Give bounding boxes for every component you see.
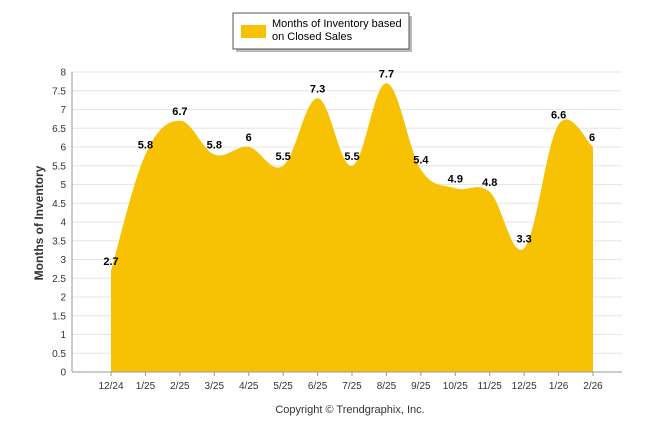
x-tick-label: 1/25 [136, 381, 156, 392]
y-tick-label: 4 [60, 218, 66, 229]
y-tick-label: 7.5 [52, 86, 66, 97]
x-tick-label: 3/25 [205, 381, 225, 392]
x-tick-label: 10/25 [443, 381, 468, 392]
x-tick-labels: 12/24 1/25 2/25 3/25 4/25 5/25 6/25 7/25 8/25 9/2… [98, 381, 603, 392]
copyright-footer: Copyright © Trendgraphix, Inc. [275, 404, 424, 416]
data-label: 5.5 [276, 151, 291, 163]
y-tick-label: 3 [60, 255, 66, 266]
y-axis-title: Months of Inventory [32, 165, 46, 280]
y-tick-label: 7 [60, 105, 66, 116]
legend-label-line2: on Closed Sales [272, 31, 353, 43]
x-tick-label: 2/26 [583, 381, 603, 392]
data-label: 7.3 [310, 83, 325, 95]
data-label: 5.8 [138, 140, 153, 152]
data-label: 6 [246, 132, 252, 144]
data-label: 5.8 [207, 140, 222, 152]
data-label: 4.8 [482, 177, 497, 189]
y-tick-label: 3.5 [52, 236, 66, 247]
y-tick-label: 1 [60, 330, 66, 341]
axes [71, 72, 622, 376]
y-tick-label: 5 [60, 180, 66, 191]
legend-swatch [241, 25, 266, 38]
y-tick-label: 2 [60, 293, 66, 304]
data-labels: 2.7 5.8 6.7 5.8 6 5.5 7.3 5.5 7.7 5.4 4.9 4.8 3.3 6.6… [103, 68, 595, 268]
data-label: 6 [589, 132, 595, 144]
area-fill [111, 83, 594, 372]
x-tick-label: 2/25 [170, 381, 190, 392]
y-tick-labels: 0 0.5 1 1.5 2 2.5 3 3.5 4 4.5 5 5.5 6 6.5 7 7.5 8 [52, 68, 66, 379]
x-tick-label: 8/25 [377, 381, 397, 392]
y-tick-label: 1.5 [52, 311, 66, 322]
data-label: 3.3 [517, 233, 532, 245]
data-label: 6.7 [172, 106, 187, 118]
legend: Months of Inventory based on Closed Sale… [232, 12, 412, 52]
x-tick-label: 12/24 [98, 381, 123, 392]
y-tick-label: 8 [60, 68, 66, 79]
y-tick-label: 6.5 [52, 124, 66, 135]
x-tick-label: 1/26 [549, 381, 569, 392]
y-tick-label: 5.5 [52, 161, 66, 172]
x-tick-label: 6/25 [308, 381, 328, 392]
data-label: 2.7 [103, 256, 118, 268]
x-tick-label: 4/25 [239, 381, 259, 392]
legend-label-line1: Months of Inventory based [272, 18, 402, 30]
y-tick-label: 6 [60, 143, 66, 154]
x-tick-label: 5/25 [273, 381, 293, 392]
data-label: 5.5 [344, 151, 359, 163]
data-label: 7.7 [379, 68, 394, 80]
y-tick-label: 4.5 [52, 199, 66, 210]
y-tick-label: 0 [60, 368, 66, 379]
data-label: 4.9 [448, 173, 463, 185]
y-tick-label: 0.5 [52, 349, 66, 360]
x-tick-label: 9/25 [411, 381, 431, 392]
data-label: 5.4 [413, 155, 429, 167]
x-tick-label: 11/25 [478, 381, 503, 392]
x-tick-label: 12/25 [512, 381, 537, 392]
x-tick-label: 7/25 [342, 381, 362, 392]
area-series [111, 83, 594, 372]
data-label: 6.6 [551, 110, 566, 122]
y-tick-label: 2.5 [52, 274, 66, 285]
